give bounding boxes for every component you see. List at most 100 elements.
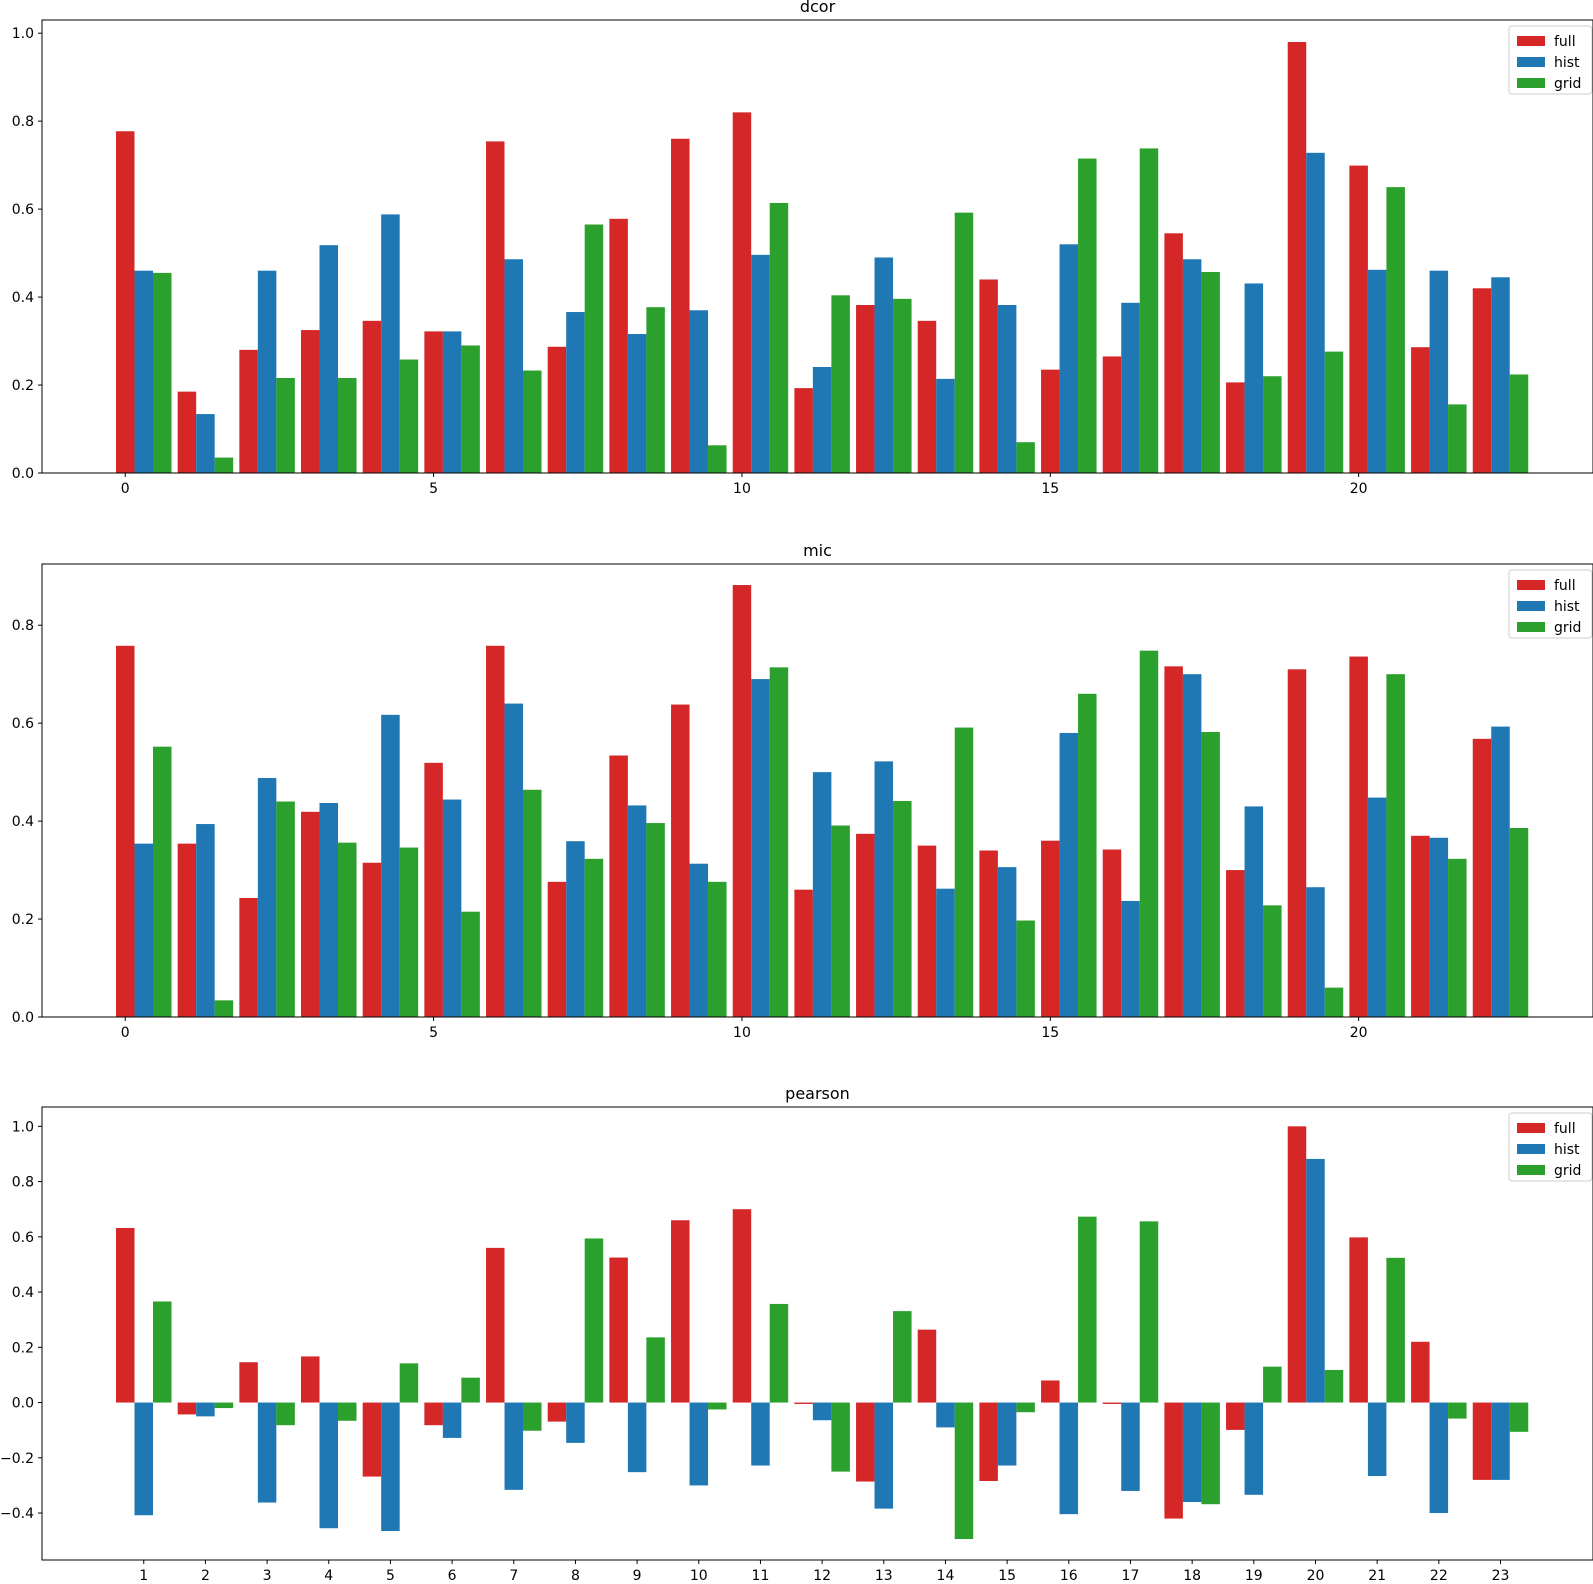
y-tick-label: 0.8 [12,1175,34,1191]
bar-grid-0 [153,272,172,473]
bar-full-18 [1164,1402,1183,1519]
legend-swatch-full [1517,580,1545,590]
bar-hist-18 [1182,1402,1202,1502]
bar-grid-7 [584,224,604,473]
x-tick-label: 16 [1060,1568,1078,1584]
x-tick-label: 20 [1307,1568,1325,1584]
bar-grid-15 [1078,158,1097,474]
x-tick-label: 10 [690,1568,708,1584]
bar-full-18 [1226,870,1245,1017]
x-tick-label: 21 [1368,1568,1386,1584]
bar-grid-1 [214,457,234,473]
bar-hist-16 [1121,900,1140,1017]
bar-full-9 [671,704,690,1017]
x-tick-label: 23 [1492,1568,1510,1584]
bar-hist-17 [1121,1402,1140,1491]
subplot-title: pearson [785,1084,850,1103]
subplot-dcor: dcor 0.0 0.2 0.4 0.6 0.8 1.0 0 5 10 15 20 full hist gr… [12,0,1593,497]
bar-full-2 [239,897,258,1017]
bar-full-14 [917,1329,937,1403]
bar-hist-13 [936,888,955,1017]
bar-full-9 [671,138,690,474]
bar-grid-20 [1324,1369,1344,1403]
bar-hist-23 [1491,1402,1510,1480]
x-tick-label: 1 [139,1568,148,1584]
bar-full-12 [856,833,875,1017]
y-tick-label: 0.6 [12,1230,34,1246]
x-tick-label: 20 [1350,1025,1368,1041]
x-tick-label: 9 [633,1568,642,1584]
bar-full-6 [486,645,505,1017]
bar-full-10 [671,1220,690,1403]
bar-grid-11 [831,825,850,1017]
y-tick-label: 1.0 [12,26,34,42]
bar-hist-3 [257,1402,277,1503]
bar-hist-0 [134,843,154,1017]
bar-hist-17 [1182,259,1202,473]
bar-grid-2 [214,1402,234,1409]
bar-hist-8 [566,1402,585,1443]
bar-hist-9 [689,310,709,473]
bar-full-16 [1102,849,1122,1017]
bar-grid-16 [1078,1216,1097,1403]
bar-hist-4 [381,714,400,1017]
bar-hist-3 [319,802,339,1017]
y-tick-label: −0.2 [0,1451,34,1467]
x-tick-label: 2 [201,1568,210,1584]
bar-full-21 [1411,835,1430,1017]
bar-grid-20 [1386,187,1405,473]
legend-label-grid: grid [1554,1163,1581,1179]
bar-grid-9 [646,1337,665,1403]
bar-full-16 [1102,356,1122,473]
x-tick-label: 4 [324,1568,333,1584]
bar-grid-10 [708,1402,727,1410]
bar-full-20 [1349,656,1368,1017]
bar-grid-13 [954,212,974,473]
y-tick-label: 0.8 [12,114,34,130]
y-tick-label: 0.2 [12,378,34,394]
bar-hist-22 [1491,277,1510,473]
bar-hist-4 [319,1402,339,1529]
legend-label-full: full [1554,1121,1576,1137]
x-tick-label: 3 [263,1568,272,1584]
bar-full-18 [1226,382,1245,473]
bar-full-4 [301,1356,320,1403]
bar-full-4 [362,862,382,1017]
subplot-mic: mic 0.0 0.2 0.4 0.6 0.8 0 5 10 15 20 full hist grid [12,541,1593,1041]
x-tick-label: 10 [733,481,751,497]
bar-full-9 [609,1257,628,1403]
bar-grid-3 [338,842,357,1017]
subplot-pearson: pearson−0.4−0.20.00.20.40.60.81.01 2 3 4 5 6 7… [0,1084,1593,1584]
bar-full-1 [177,843,197,1017]
bar-grid-20 [1386,674,1405,1017]
bar-full-8 [609,218,628,473]
legend-swatch-full [1517,36,1545,46]
y-tick-label: 1.0 [12,1119,34,1135]
bar-hist-16 [1121,302,1140,473]
y-tick-label: −0.4 [0,1506,34,1522]
bar-grid-0 [153,746,172,1017]
bar-full-15 [979,1402,998,1482]
x-tick-label: 19 [1245,1568,1263,1584]
x-tick-label: 10 [733,1025,751,1041]
bar-grid-1 [153,1301,172,1403]
legend-label-grid: grid [1554,76,1581,92]
bar-grid-4 [338,1402,357,1421]
y-tick-label: 0.8 [12,618,34,634]
bar-hist-2 [257,270,277,473]
bar-grid-6 [461,1377,480,1403]
bar-grid-2 [276,801,295,1017]
bar-hist-15 [997,1402,1017,1466]
x-tick-label: 5 [429,481,438,497]
bar-full-19 [1287,41,1307,473]
x-tick-label: 5 [386,1568,395,1584]
bar-grid-8 [646,307,665,473]
legend-label-full: full [1554,578,1576,594]
bar-hist-21 [1429,270,1449,473]
bar-hist-11 [751,1402,770,1466]
bar-hist-11 [812,367,832,473]
bar-grid-16 [1139,148,1159,474]
bar-hist-7 [566,841,585,1017]
bar-full-19 [1226,1402,1245,1430]
bar-hist-5 [442,799,462,1017]
